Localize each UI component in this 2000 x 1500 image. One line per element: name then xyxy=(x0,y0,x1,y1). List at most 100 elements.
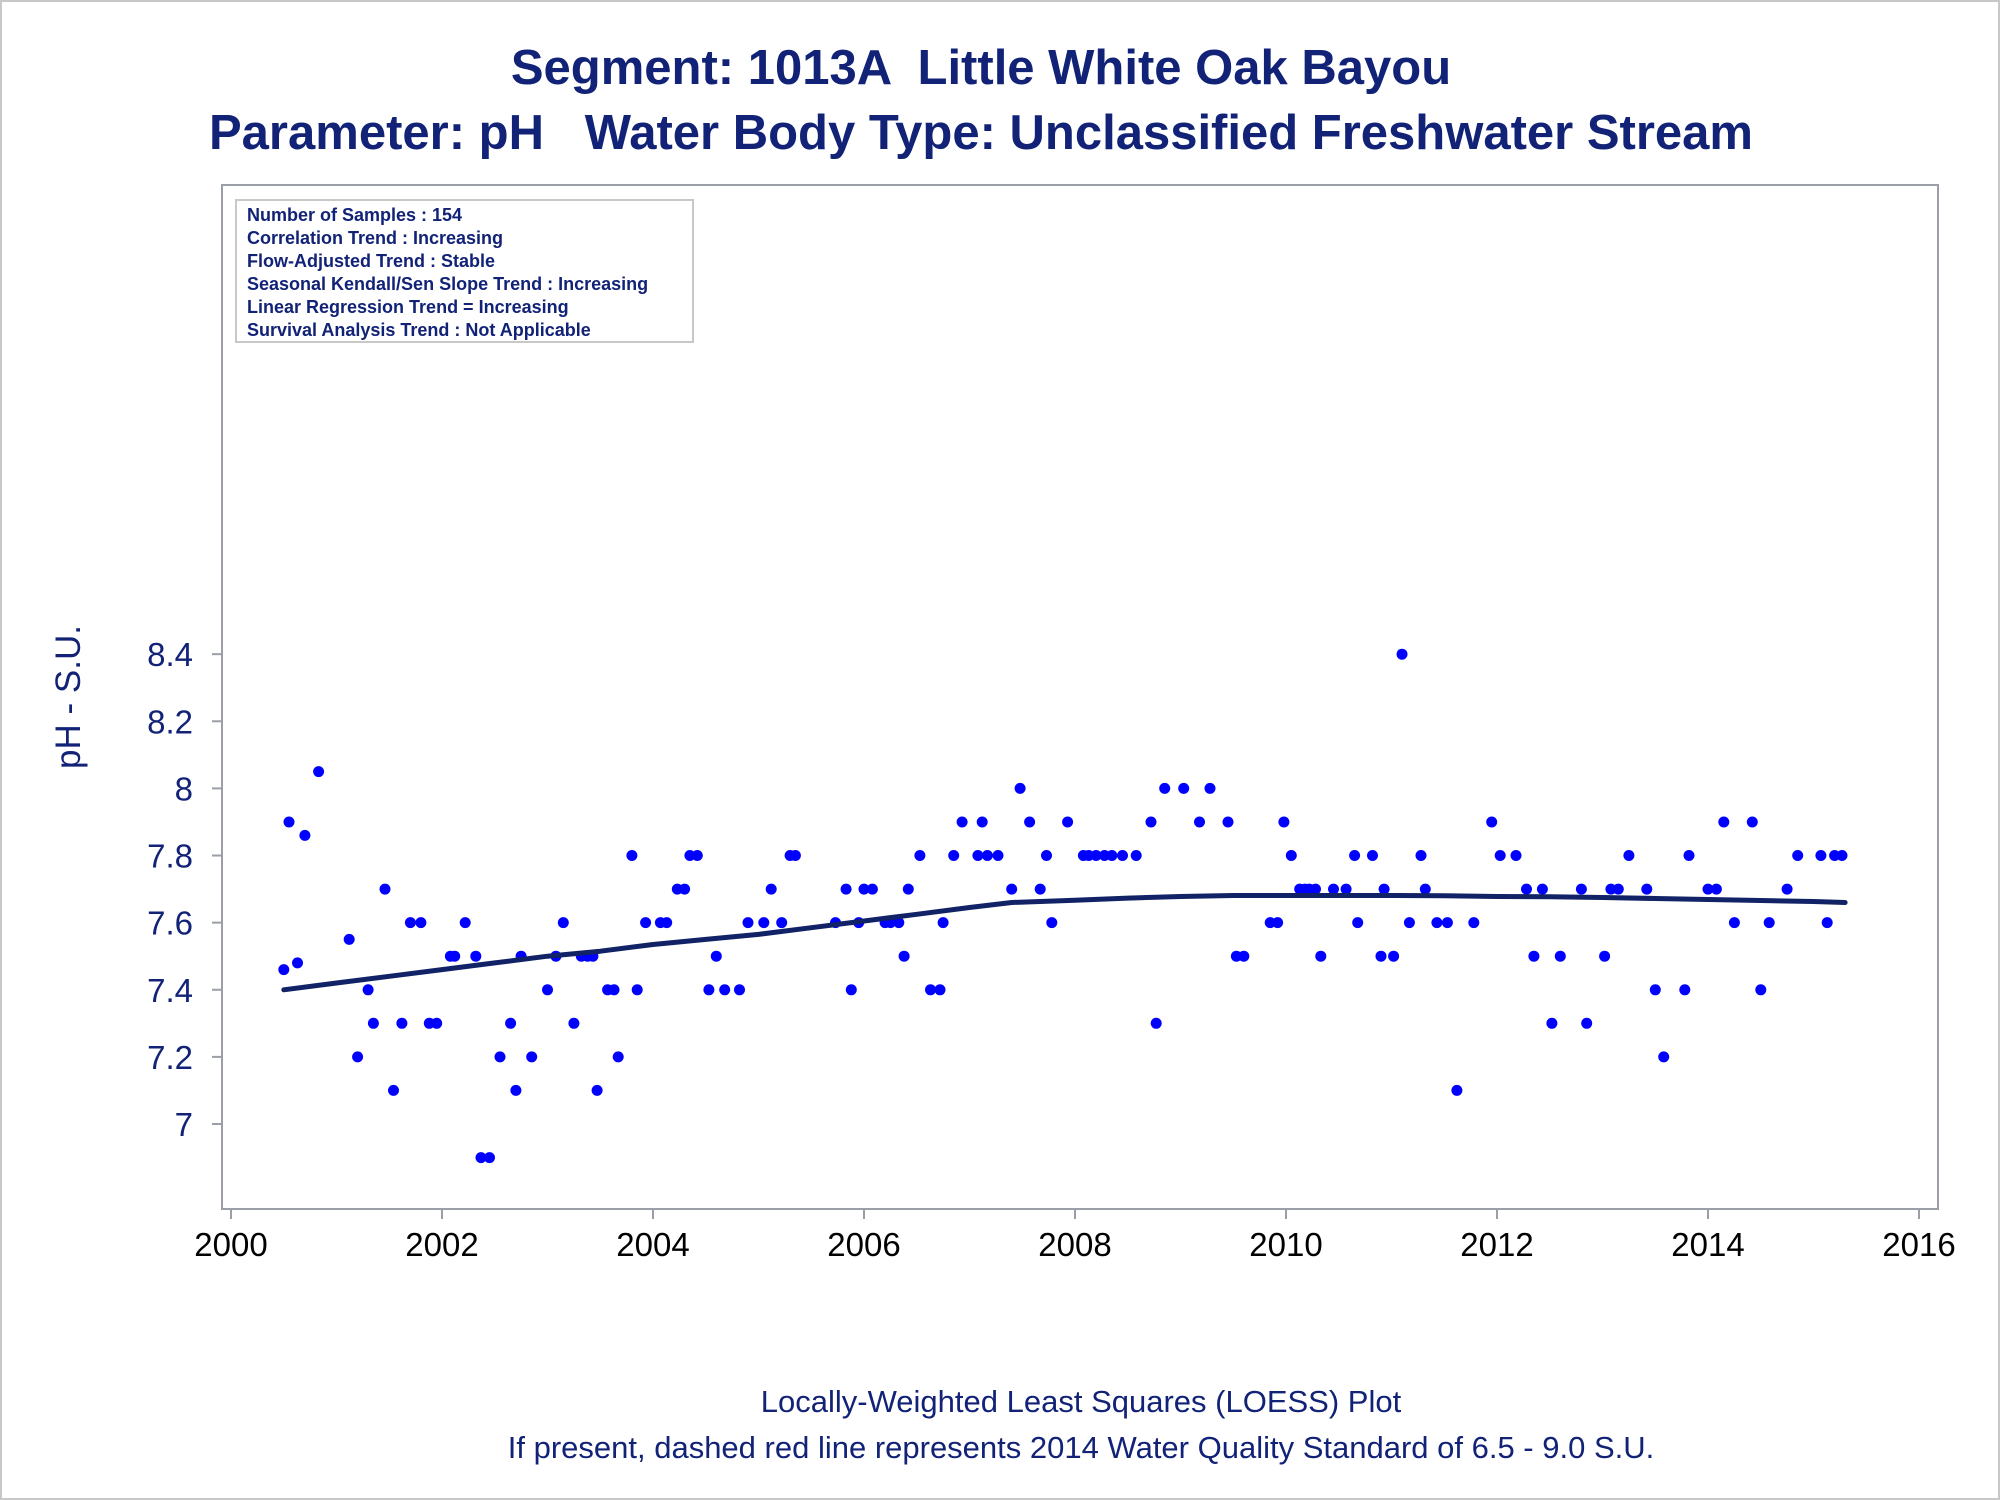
chart-title: Segment: 1013A Little White Oak Bayou xyxy=(511,41,1451,95)
data-point xyxy=(1159,782,1171,794)
data-point xyxy=(1178,782,1190,794)
data-point xyxy=(1204,782,1216,794)
data-point xyxy=(1272,917,1284,929)
x-tick-label: 2000 xyxy=(194,1226,267,1263)
data-point xyxy=(742,917,754,929)
data-point xyxy=(1821,917,1833,929)
data-point xyxy=(415,917,427,929)
x-tick-label: 2010 xyxy=(1249,1226,1322,1263)
data-point xyxy=(283,816,295,828)
data-point xyxy=(494,1051,506,1063)
x-tick-label: 2012 xyxy=(1460,1226,1533,1263)
stats-box-frame xyxy=(235,199,694,343)
data-point xyxy=(1367,850,1378,861)
data-point xyxy=(1090,850,1102,861)
y-tick-label: 7.2 xyxy=(147,1039,193,1076)
data-point xyxy=(510,1084,522,1096)
data-point xyxy=(1623,850,1635,861)
data-point xyxy=(992,850,1004,861)
data-point xyxy=(902,883,914,895)
data-point xyxy=(1117,850,1128,861)
data-point xyxy=(1340,883,1352,895)
data-point xyxy=(1575,883,1587,895)
data-point xyxy=(914,850,926,861)
data-point xyxy=(934,984,946,996)
data-point xyxy=(1836,850,1848,861)
data-point xyxy=(1468,917,1480,929)
data-point xyxy=(557,917,569,929)
data-point xyxy=(1641,883,1653,895)
data-point xyxy=(1546,1017,1558,1029)
y-axis: 7 7.2 7.4 7.6 7.8 8 8.2 8.4 xyxy=(147,636,222,1143)
data-point xyxy=(1536,883,1548,895)
data-point xyxy=(1014,782,1026,794)
data-point xyxy=(1658,1051,1670,1063)
data-point xyxy=(1494,850,1506,861)
data-point xyxy=(449,950,461,962)
data-point xyxy=(845,984,857,996)
data-point xyxy=(1145,816,1157,828)
y-tick-label: 8 xyxy=(175,770,193,807)
data-point xyxy=(379,883,391,895)
data-point xyxy=(1718,816,1730,828)
x-tick-label: 2004 xyxy=(616,1226,689,1263)
data-point xyxy=(388,1084,399,1096)
data-point xyxy=(1278,816,1290,828)
data-point xyxy=(1441,917,1453,929)
data-point xyxy=(1062,816,1074,828)
loess-line xyxy=(281,893,1848,993)
stats-line: Correlation Trend : Increasing xyxy=(247,228,503,248)
x-tick-label: 2002 xyxy=(405,1226,478,1263)
data-point xyxy=(1024,816,1036,828)
data-point xyxy=(866,883,878,895)
data-point xyxy=(858,883,870,895)
data-point xyxy=(343,933,355,945)
data-point xyxy=(893,917,905,929)
data-point xyxy=(1679,984,1691,996)
data-point xyxy=(710,950,722,962)
y-tick-label: 7.8 xyxy=(147,838,193,875)
data-point xyxy=(542,984,553,996)
y-tick-label: 7.4 xyxy=(147,972,193,1009)
data-point xyxy=(1612,883,1624,895)
data-point xyxy=(459,917,471,929)
data-point xyxy=(1238,950,1250,962)
data-point xyxy=(1746,816,1758,828)
data-point xyxy=(1046,917,1058,929)
x-tick-label: 2016 xyxy=(1882,1226,1955,1263)
data-point xyxy=(703,984,715,996)
data-point xyxy=(526,1051,538,1063)
data-point xyxy=(1528,950,1540,962)
data-point xyxy=(1521,883,1532,895)
data-point xyxy=(367,1017,379,1029)
data-point xyxy=(734,984,745,996)
x-axis: 2000 2002 2004 2006 2008 2010 2012 2014 2016 xyxy=(194,1209,1956,1263)
data-point xyxy=(1106,850,1118,861)
data-point xyxy=(626,850,638,861)
data-point xyxy=(1041,850,1052,861)
data-point xyxy=(679,883,691,895)
data-point xyxy=(1781,883,1793,895)
data-point xyxy=(612,1051,624,1063)
y-tick-label: 8.2 xyxy=(147,703,193,740)
data-point xyxy=(1396,648,1408,660)
data-point xyxy=(956,816,968,828)
data-point xyxy=(1554,950,1566,962)
y-tick-label: 7.6 xyxy=(147,905,193,942)
data-point xyxy=(396,1017,408,1029)
data-point xyxy=(789,850,801,861)
footnote-standard: If present, dashed red line represents 2… xyxy=(508,1430,1655,1465)
data-point xyxy=(313,766,325,778)
data-point xyxy=(1006,883,1018,895)
data-point xyxy=(292,957,303,969)
data-point xyxy=(719,984,731,996)
data-point xyxy=(431,1017,443,1029)
data-point xyxy=(631,984,643,996)
chart-subtitle: Parameter: pH Water Body Type: Unclassif… xyxy=(209,106,1753,160)
data-point xyxy=(981,850,993,861)
data-point xyxy=(1034,883,1046,895)
data-point xyxy=(840,883,852,895)
data-point xyxy=(1150,1017,1162,1029)
data-point xyxy=(898,950,910,962)
data-point xyxy=(1755,984,1767,996)
